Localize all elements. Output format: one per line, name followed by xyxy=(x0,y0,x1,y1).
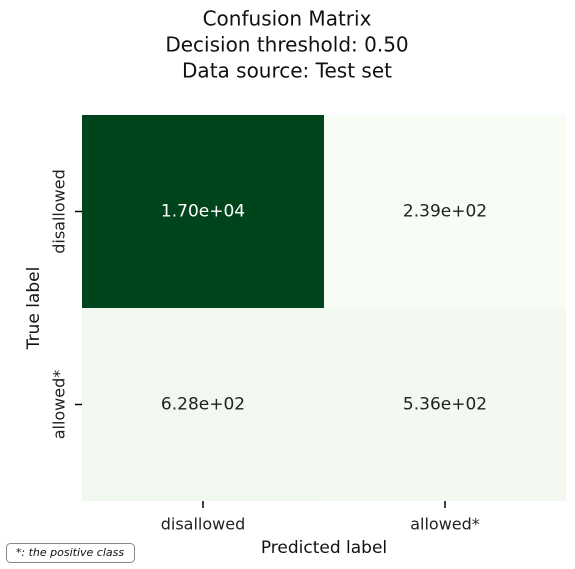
chart-subtitle: Data source: Test set xyxy=(182,59,392,83)
x-tick-label: disallowed xyxy=(161,515,246,534)
footnote-box xyxy=(6,543,135,563)
chart-subtitle: Decision threshold: 0.50 xyxy=(165,33,408,57)
heatmap-cell xyxy=(324,115,566,308)
cell-label: 2.39e+02 xyxy=(403,202,487,222)
cell-label: 6.28e+02 xyxy=(161,395,245,415)
y-tick-label: disallowed xyxy=(50,169,69,254)
heatmap-cell xyxy=(82,308,324,501)
chart-title: Confusion Matrix xyxy=(203,7,372,31)
heatmap-cell xyxy=(82,115,324,308)
footnote: *: the positive class xyxy=(16,546,124,559)
cell-label: 1.70e+04 xyxy=(161,202,245,222)
cell-label: 5.36e+02 xyxy=(403,395,487,415)
y-tick-label: allowed* xyxy=(50,370,69,440)
x-tick-label: allowed* xyxy=(410,515,480,534)
y-axis-label: True label xyxy=(24,267,44,351)
heatmap-cell xyxy=(324,308,566,501)
x-axis-label: Predicted label xyxy=(261,538,387,558)
